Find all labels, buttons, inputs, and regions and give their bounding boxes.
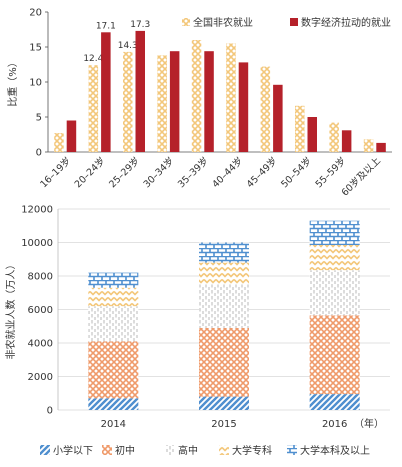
legend-label: 全国非农就业 xyxy=(193,16,253,29)
bar-digital xyxy=(66,120,77,152)
y-tick-label: 2000 xyxy=(28,372,53,383)
x-tick-label: 30–34岁 xyxy=(141,155,177,191)
bar-national xyxy=(260,66,271,152)
stack-segment xyxy=(199,262,249,285)
y-tick-label: 20 xyxy=(29,8,42,19)
bar-national xyxy=(191,40,202,152)
y-tick-label: 4000 xyxy=(28,339,53,350)
y-tick-label: 15 xyxy=(29,43,42,54)
x-tick-label: 20–24岁 xyxy=(72,155,108,191)
x-tick-label: 2014 xyxy=(101,419,126,430)
x-tick-label: 45–49岁 xyxy=(244,155,280,191)
bar-national xyxy=(88,65,99,152)
bar-digital xyxy=(169,51,180,153)
legend-swatch xyxy=(40,445,50,455)
data-label: 17.1 xyxy=(96,21,116,31)
stack-segment xyxy=(199,327,249,397)
legend-swatch xyxy=(102,445,112,455)
x-tick-label: 2016 xyxy=(322,419,347,430)
x-tick-label: 25–29岁 xyxy=(106,155,142,191)
legend-swatch xyxy=(182,18,190,26)
y-tick-label: 6000 xyxy=(28,305,53,316)
data-label: 14.3 xyxy=(118,41,138,51)
legend-label: 初中 xyxy=(115,444,135,457)
bar-digital xyxy=(273,84,283,152)
y-tick-label: 12000 xyxy=(21,205,53,216)
stack-segment xyxy=(309,245,360,271)
x-tick-label: 16–19岁 xyxy=(38,155,74,191)
legend-swatch xyxy=(290,18,298,26)
y-tick-label: 8000 xyxy=(28,272,53,283)
bar-national xyxy=(329,122,339,152)
bar-national xyxy=(295,105,305,152)
legend-label: 高中 xyxy=(178,444,198,457)
y-tick-label: 10000 xyxy=(21,238,53,249)
legend-swatch xyxy=(165,445,175,455)
bar-national xyxy=(123,51,133,152)
data-label: 12.4 xyxy=(83,54,103,64)
legend-label: 大学本科及以上 xyxy=(300,444,370,457)
employment-by-education-chart: 0 2000 4000 6000 8000 10000 12000 非农就业人数（万人） 201… xyxy=(4,205,390,457)
stack-segment xyxy=(88,341,139,399)
x-tick-label: 55–59岁 xyxy=(313,155,349,191)
legend-swatch xyxy=(219,445,229,455)
data-label: 17.3 xyxy=(130,20,150,30)
stack-segment xyxy=(309,270,360,316)
y-axis-label: 非农就业人数（万人） xyxy=(4,260,17,360)
x-tick-label: 35–39岁 xyxy=(175,155,211,191)
legend-label: 小学以下 xyxy=(53,444,93,457)
bar-digital xyxy=(101,32,111,152)
stack-segment xyxy=(88,398,139,410)
legend-label: 数字经济拉动的就业 xyxy=(301,16,391,29)
x-tick-label: 40–44岁 xyxy=(210,155,246,191)
bar-digital xyxy=(376,142,386,152)
stack-segment xyxy=(199,242,249,263)
bar-digital xyxy=(204,51,214,153)
bar-digital xyxy=(341,130,352,152)
stack-segment xyxy=(88,287,139,307)
y-axis-label: 比重（%） xyxy=(6,57,19,107)
stack-segment xyxy=(199,284,249,328)
bar-digital xyxy=(238,62,249,152)
x-tick-label: 50–54岁 xyxy=(278,155,314,191)
stack-segment xyxy=(309,394,360,410)
stack-segment xyxy=(309,315,360,395)
stack-segment xyxy=(309,220,360,246)
stack-segment xyxy=(88,306,139,342)
y-tick-label: 5 xyxy=(36,113,42,124)
legend-label: 大学专科 xyxy=(232,444,272,457)
legend-swatch xyxy=(287,445,297,455)
x-tick-label: 2015 xyxy=(211,419,236,430)
y-tick-label: 0 xyxy=(36,148,42,159)
stack-segment xyxy=(88,272,139,288)
bar-national xyxy=(363,139,374,152)
bar-national xyxy=(54,133,64,152)
bar-national xyxy=(226,43,236,152)
bar-national xyxy=(157,55,167,152)
y-tick-label: 10 xyxy=(29,78,42,89)
stack-segment xyxy=(199,396,249,410)
x-axis-unit-label: （年） xyxy=(354,417,384,430)
bar-digital xyxy=(307,117,317,152)
y-tick-label: 0 xyxy=(47,406,53,417)
age-share-chart: 0 5 10 15 20 比重（%） 16–19岁 12.4 17.1 20–24岁 14.3 17.… xyxy=(6,8,392,199)
bar-digital xyxy=(135,30,145,152)
